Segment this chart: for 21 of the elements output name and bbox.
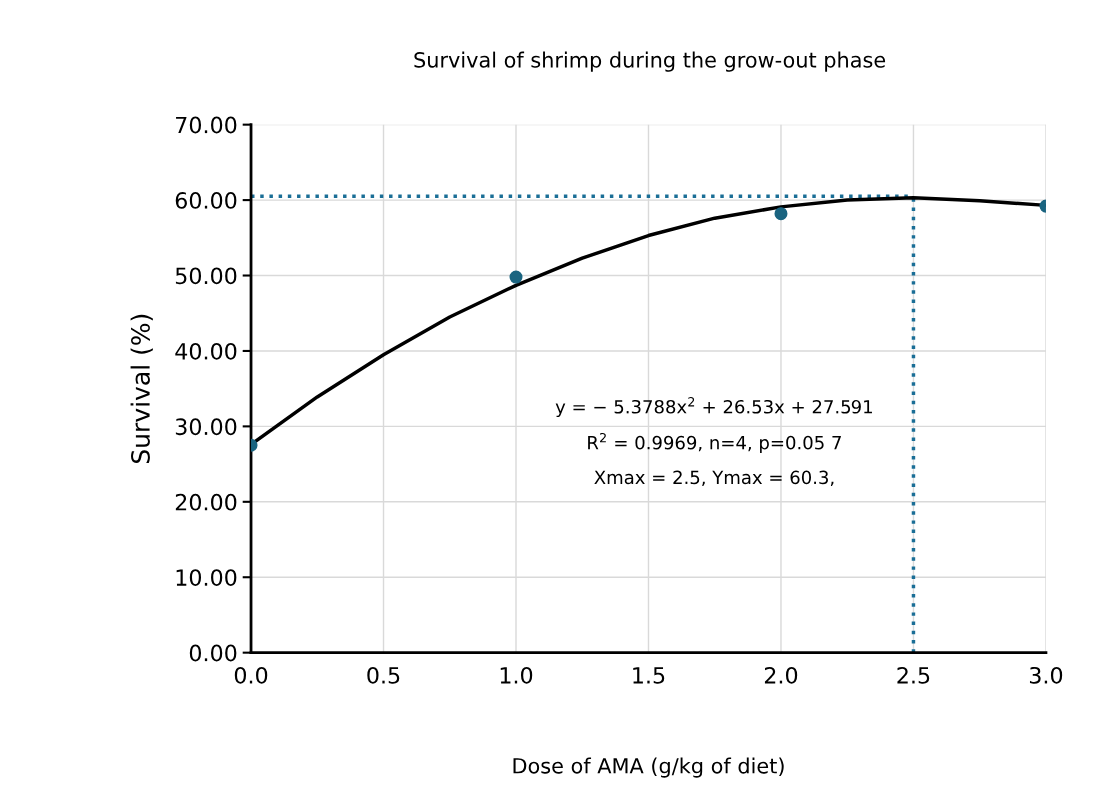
y-tick-label: 20.00 <box>175 493 237 511</box>
annotation: Xmax = 2.5, Ymax = 60.3, <box>594 470 834 487</box>
x-tick-label: 3.0 <box>1029 666 1063 684</box>
annotation: y = − 5.3788x$^{2}$ + 26.53x + 27.591 <box>555 397 872 418</box>
y-tick-label: 40.00 <box>175 342 237 360</box>
x-tick-label: 1.5 <box>633 667 665 684</box>
x-tick-label: 0.5 <box>367 666 400 684</box>
y-tick-label: 70.00 <box>176 116 237 134</box>
y-tick-label: 0.00 <box>189 644 237 662</box>
x-axis-title: Dose of AMA (g/kg of diet) <box>513 757 784 778</box>
x-tick-label: 1.0 <box>500 666 533 684</box>
x-tick-label: 2.0 <box>764 666 798 684</box>
y-tick-label: 60.00 <box>175 192 237 209</box>
y-tick-label: 10.00 <box>176 569 237 586</box>
annotation: R$^{2}$ = 0.9969, n=4, p=0.05 7 <box>588 432 841 453</box>
x-tick-label: 0.0 <box>234 666 268 684</box>
x-tick-label: 2.5 <box>897 666 930 684</box>
y-tick-label: 50.00 <box>175 267 237 285</box>
y-axis-title: Survival (%) <box>130 314 153 464</box>
chart-title: Survival of shrimp during the grow-out phase <box>414 51 886 72</box>
y-tick-label: 30.00 <box>175 418 237 436</box>
